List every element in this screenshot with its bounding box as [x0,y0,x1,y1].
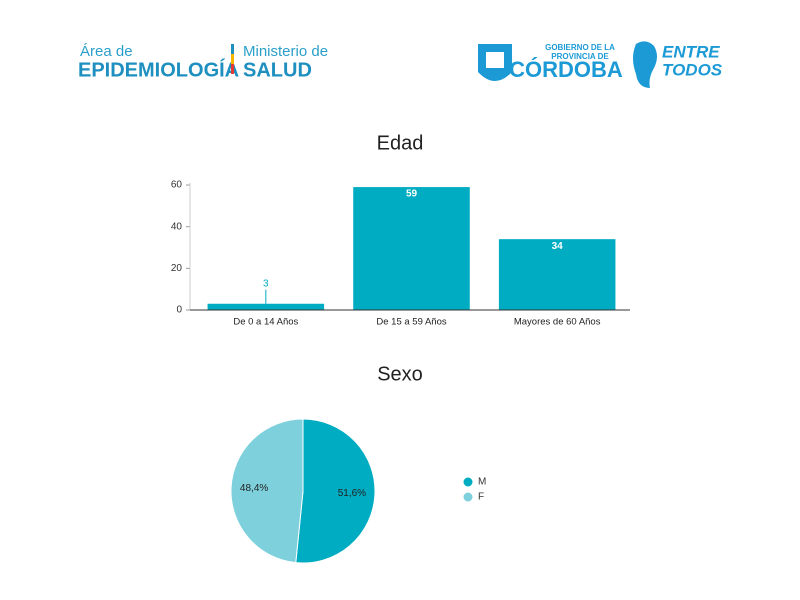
logo-bar [231,64,234,74]
legend-marker [463,492,473,502]
bar [498,239,616,310]
x-tick-label: Mayores de 60 Años [514,317,601,328]
y-tick-label: 0 [176,305,182,316]
x-tick-label: De 15 a 59 Años [376,317,446,328]
logo-bar [231,54,234,64]
header: Área de EPIDEMIOLOGÍA Ministerio de SALU… [78,41,723,88]
legend-label: M [478,477,486,488]
data-label: 51,6% [338,488,366,499]
logo-text: TODOS [662,60,723,79]
province-icon [633,41,657,88]
logo-text: PROVINCIA DE [551,52,609,61]
logo-text: Ministerio de [243,43,328,60]
logo-text: SALUD [243,59,312,81]
logo-text: EPIDEMIOLOGÍA [78,58,239,81]
x-tick-label: De 0 a 14 Años [233,317,298,328]
y-tick-label: 40 [171,221,183,232]
logo-text: CÓRDOBA [509,57,623,82]
data-label: 3 [263,278,269,289]
data-label: 59 [406,189,418,200]
shield-detail [486,52,504,68]
legend-marker [463,477,473,487]
logo-bar [231,44,234,54]
chart-title: Sexo [377,363,423,385]
y-tick-label: 20 [171,263,183,274]
legend-label: F [478,492,484,503]
data-label: 48,4% [240,483,268,494]
bar [353,187,470,310]
bar [207,303,325,310]
logo-text: ENTRE [662,42,720,61]
logo-text: GOBIERNO DE LA [545,43,615,52]
y-tick-label: 60 [171,180,183,191]
chart-title: Edad [377,132,424,154]
logo-text: Área de [80,43,133,60]
data-label: 34 [552,241,564,252]
pie-slice [230,418,304,564]
pie-slice [295,418,376,564]
